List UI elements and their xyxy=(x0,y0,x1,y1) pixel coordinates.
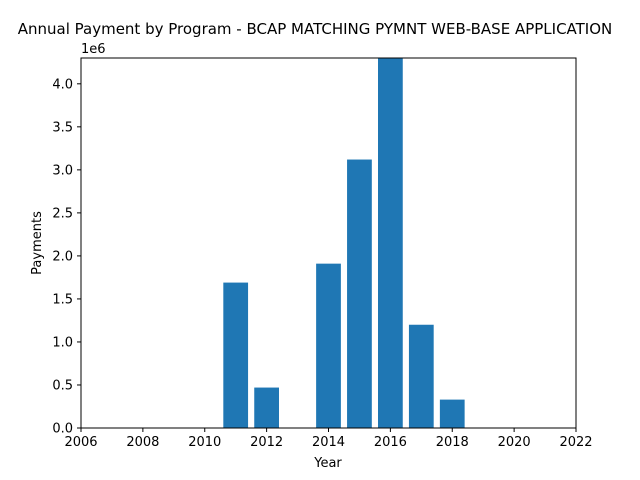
bar-2014 xyxy=(316,263,341,428)
x-tick-label: 2012 xyxy=(250,435,283,450)
y-tick-label: 4.0 xyxy=(52,77,73,92)
chart-title: Annual Payment by Program - BCAP MATCHIN… xyxy=(18,20,613,38)
x-axis-label: Year xyxy=(313,456,342,471)
x-tick-label: 2008 xyxy=(126,435,159,450)
x-tick-label: 2014 xyxy=(312,435,345,450)
bar-2012 xyxy=(254,387,279,428)
x-tick-label: 2018 xyxy=(436,435,469,450)
y-tick-label: 0.5 xyxy=(52,378,73,393)
bar-2018 xyxy=(439,399,465,428)
bar-2015 xyxy=(347,159,372,428)
x-tick-label: 2016 xyxy=(374,435,407,450)
bars-group xyxy=(223,58,465,428)
x-tick-label: 2006 xyxy=(64,435,97,450)
x-axis: 2006 2008 2010 2012 2014 2016 2018 2020 2022 xyxy=(64,428,593,450)
bar-2017 xyxy=(408,324,434,428)
y-axis-label: Payments xyxy=(30,211,45,275)
x-tick-label: 2022 xyxy=(559,435,592,450)
plot-frame xyxy=(80,57,577,429)
x-tick-label: 2020 xyxy=(498,435,531,450)
y-tick-label: 1.0 xyxy=(52,335,73,350)
y-axis: 0.0 0.5 1.0 1.5 2.0 2.5 3.0 3.5 4.0 xyxy=(52,77,81,437)
y-tick-label: 3.5 xyxy=(52,120,73,135)
y-tick-label: 1.5 xyxy=(52,292,73,307)
y-tick-label: 2.5 xyxy=(52,206,73,221)
bar-2011 xyxy=(223,282,249,428)
x-tick-label: 2010 xyxy=(188,435,221,450)
y-tick-label: 0.0 xyxy=(52,422,73,437)
y-tick-label: 2.0 xyxy=(52,249,73,264)
bar-2016 xyxy=(378,58,403,428)
y-tick-label: 3.0 xyxy=(52,163,73,178)
y-offset-label: 1e6 xyxy=(81,42,106,57)
